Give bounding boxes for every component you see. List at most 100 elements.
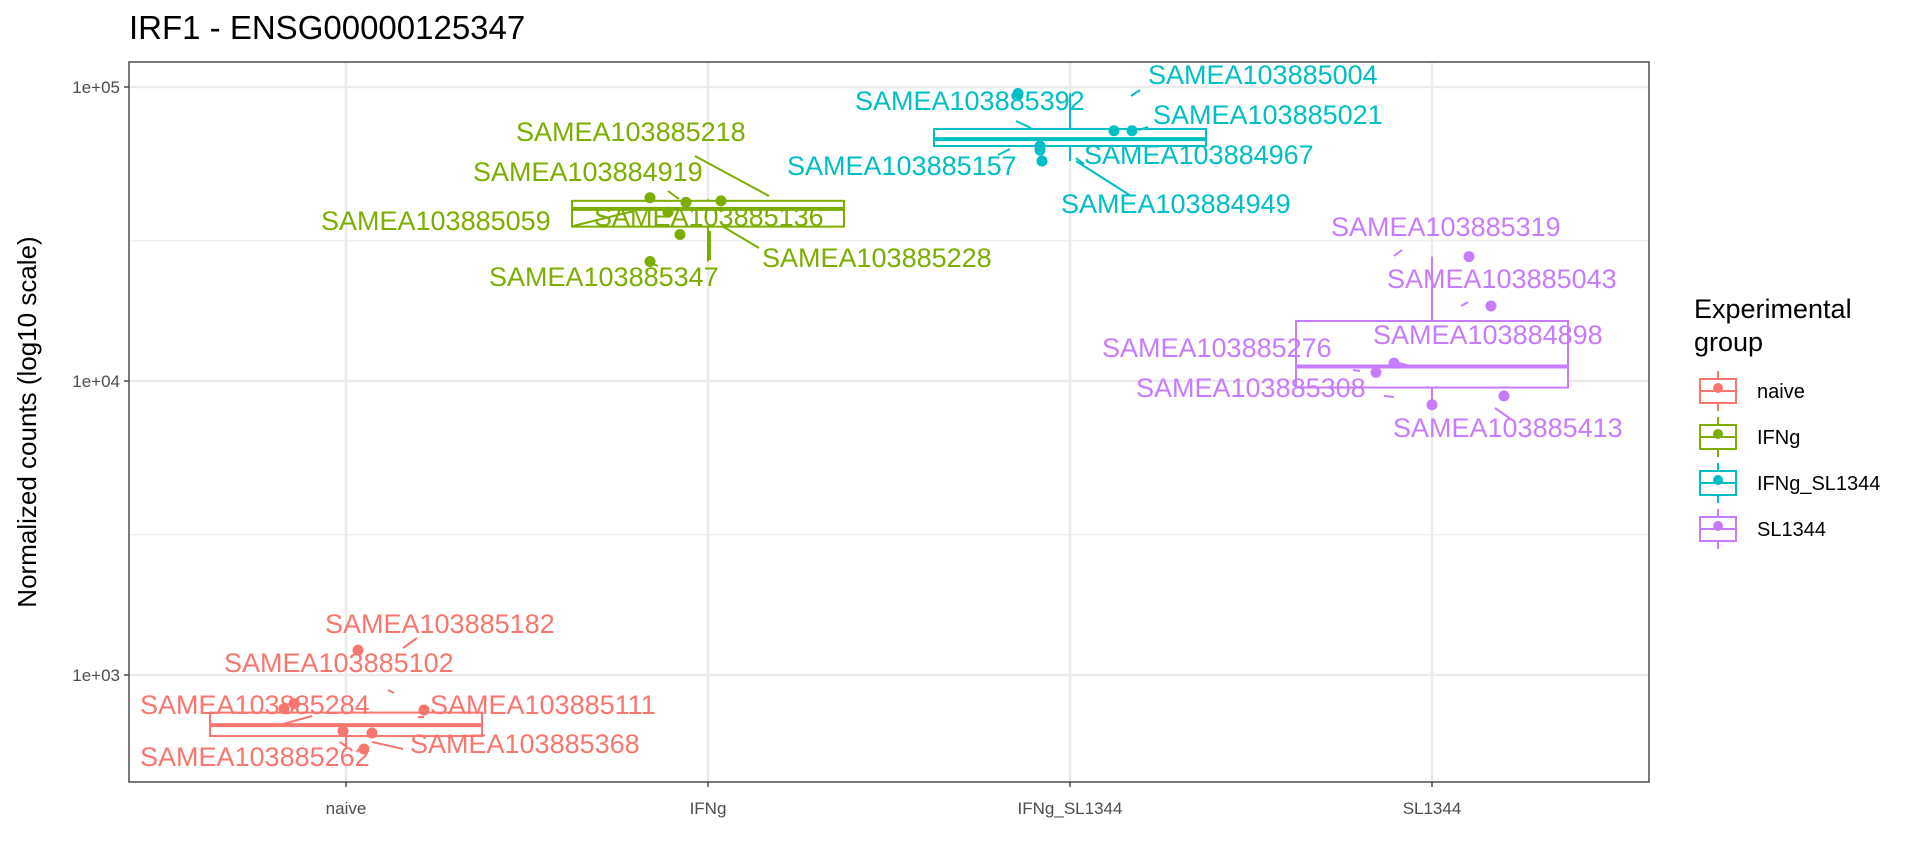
y-tick-label: 1e+03 xyxy=(72,666,120,685)
point-label: SAMEA103885284 xyxy=(140,690,370,720)
x-tick-label: IFNg_SL1344 xyxy=(1018,799,1123,818)
label-leader xyxy=(282,715,313,725)
data-point xyxy=(418,704,430,716)
point-label: SAMEA103885043 xyxy=(1387,264,1617,294)
box-IFNg xyxy=(571,199,845,228)
legend: Experimental group naive IFNg IFNg_SL1344 SL1… xyxy=(1694,294,1880,549)
data-point xyxy=(1108,125,1120,137)
label-leader xyxy=(371,741,404,750)
data-point xyxy=(715,195,727,207)
data-point xyxy=(680,196,692,208)
data-point xyxy=(1485,300,1497,312)
point-label: SAMEA103885276 xyxy=(1102,333,1332,363)
legend-item-SL1344: SL1344 xyxy=(1699,509,1826,549)
label-leader xyxy=(1130,89,1141,97)
x-tick-label: SL1344 xyxy=(1403,799,1462,818)
data-point xyxy=(1426,399,1438,411)
point-label: SAMEA103884919 xyxy=(473,157,703,187)
data-point xyxy=(1388,357,1400,369)
y-tick-label: 1e+04 xyxy=(72,372,120,391)
label-leader xyxy=(647,261,659,267)
point-label: SAMEA103884898 xyxy=(1373,320,1603,350)
data-point xyxy=(674,228,686,240)
panel-border xyxy=(128,61,1650,783)
data-point xyxy=(644,192,656,204)
label-leader xyxy=(721,225,760,249)
point-label: SAMEA103885368 xyxy=(410,729,640,759)
point-label: SAMEA103884949 xyxy=(1061,189,1291,219)
legend-label: SL1344 xyxy=(1757,519,1826,541)
data-point xyxy=(1126,125,1138,137)
data-point xyxy=(337,725,349,737)
point-label: SAMEA103885157 xyxy=(787,151,1017,181)
label-leader xyxy=(1015,120,1032,129)
chart-title: IRF1 - ENSG00000125347 xyxy=(129,9,525,46)
data-point xyxy=(662,206,674,218)
data-point xyxy=(278,703,290,715)
point-label: SAMEA103885004 xyxy=(1148,60,1378,90)
point-label: SAMEA103885262 xyxy=(140,742,370,772)
point-label: SAMEA103885059 xyxy=(321,206,551,236)
data-point xyxy=(1498,390,1510,402)
label-leader xyxy=(1138,126,1149,131)
label-leader xyxy=(1075,157,1085,165)
legend-label: IFNg xyxy=(1757,427,1800,449)
label-leader xyxy=(997,148,1011,156)
grid xyxy=(129,62,1649,782)
legend-key-point xyxy=(1713,521,1723,531)
x-tick-label: naive xyxy=(326,799,367,818)
data-point xyxy=(288,697,300,709)
legend-item-IFNg: IFNg xyxy=(1699,417,1800,457)
label-leader xyxy=(1460,301,1469,307)
legend-title: Experimental group xyxy=(1694,294,1852,357)
label-leader xyxy=(1383,395,1395,398)
label-leader xyxy=(1394,361,1411,367)
legend-key-point xyxy=(1713,429,1723,439)
y-axis-title: Normalized counts (log10 scale) xyxy=(12,236,42,607)
point-label: SAMEA103885392 xyxy=(855,86,1085,116)
label-leader xyxy=(387,689,395,694)
panel-background xyxy=(129,62,1649,782)
point-label: SAMEA103885218 xyxy=(516,117,746,147)
point-label: SAMEA103885413 xyxy=(1393,413,1623,443)
label-leader xyxy=(1075,160,1132,197)
y-axis: 1e+03 1e+04 1e+05 xyxy=(72,78,129,685)
label-leader xyxy=(1352,369,1361,372)
point-label: SAMEA103885182 xyxy=(325,609,555,639)
label-leader xyxy=(339,741,348,748)
data-point xyxy=(1463,251,1475,263)
data-point xyxy=(1012,88,1024,100)
legend-label: naive xyxy=(1757,381,1805,403)
data-point xyxy=(1036,155,1048,167)
label-leader xyxy=(667,190,680,200)
label-leader xyxy=(694,155,770,197)
legend-key-point xyxy=(1713,475,1723,485)
point-label: SAMEA103885228 xyxy=(762,243,992,273)
legend-title-line: Experimental xyxy=(1694,294,1852,324)
x-axis: naive IFNg IFNg_SL1344 SL1344 xyxy=(326,782,1462,818)
label-leader xyxy=(1494,407,1513,421)
box-SL1344 xyxy=(1295,319,1569,389)
label-leader xyxy=(402,637,418,649)
point-label: SAMEA103885319 xyxy=(1331,212,1561,242)
data-point xyxy=(1034,144,1046,156)
x-tick-label: IFNg xyxy=(690,799,727,818)
point-label: SAMEA103885308 xyxy=(1136,373,1366,403)
point-label: SAMEA103885136 xyxy=(594,202,824,232)
point-label: SAMEA103885347 xyxy=(489,262,719,292)
legend-item-IFNg_SL1344: IFNg_SL1344 xyxy=(1699,463,1880,503)
legend-item-naive: naive xyxy=(1699,371,1805,411)
points xyxy=(278,88,1510,755)
point-label: SAMEA103885111 xyxy=(430,690,656,720)
boxes xyxy=(209,93,1569,750)
data-point xyxy=(358,743,370,755)
data-point xyxy=(352,644,364,656)
y-tick-label: 1e+05 xyxy=(72,78,120,97)
legend-label: IFNg_SL1344 xyxy=(1757,473,1880,495)
point-label: SAMEA103884967 xyxy=(1084,140,1314,170)
legend-key-point xyxy=(1713,383,1723,393)
label-leader xyxy=(1393,249,1403,257)
point-label: SAMEA103885021 xyxy=(1153,100,1383,130)
legend-title-line: group xyxy=(1694,327,1763,357)
